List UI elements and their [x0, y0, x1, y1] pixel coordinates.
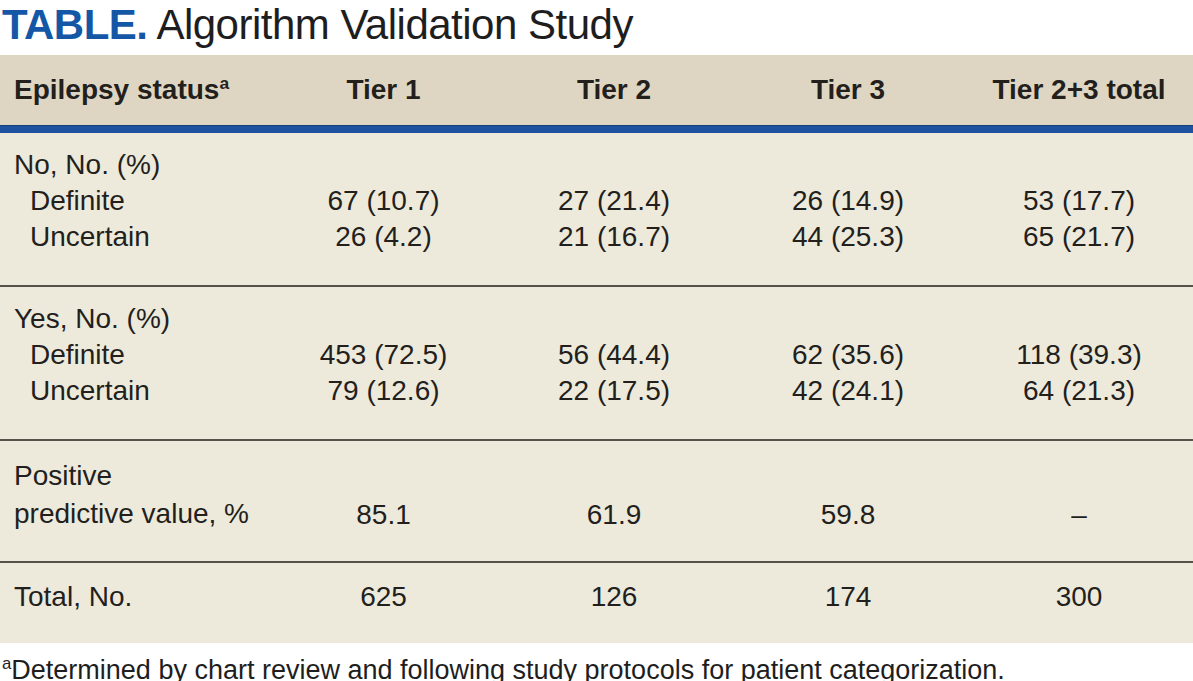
- header-tier-2-3-total: Tier 2+3 total: [965, 72, 1193, 108]
- value-cell: 27 (21.4): [497, 183, 731, 219]
- value-cell: 126: [497, 579, 731, 615]
- table-row: Definite 453 (72.5) 56 (44.4) 62 (35.6) …: [0, 337, 1193, 373]
- table-footnote: aDetermined by chart review and followin…: [0, 643, 1193, 681]
- footnote-marker: a: [2, 654, 11, 673]
- value-cell: 61.9: [497, 497, 731, 533]
- table-body: No, No. (%) Definite 67 (10.7) 27 (21.4)…: [0, 133, 1193, 643]
- table-header-row: Epilepsy statusa Tier 1 Tier 2 Tier 3 Ti…: [0, 55, 1193, 125]
- value-cell: 42 (24.1): [731, 373, 965, 409]
- header-tier-3: Tier 3: [731, 72, 965, 108]
- section-ppv: Positive predictive value, % 85.1 61.9 5…: [0, 441, 1193, 561]
- validation-table: Epilepsy statusa Tier 1 Tier 2 Tier 3 Ti…: [0, 55, 1193, 643]
- value-cell: 625: [270, 579, 497, 615]
- value-cell: –: [965, 497, 1193, 533]
- value-cell: 21 (16.7): [497, 219, 731, 255]
- value-cell: 79 (12.6): [270, 373, 497, 409]
- table-row: No, No. (%): [0, 147, 1193, 183]
- table-title: TABLE. Algorithm Validation Study: [0, 0, 1193, 55]
- row-label-total: Total, No.: [0, 579, 270, 615]
- table-row: Uncertain 79 (12.6) 22 (17.5) 42 (24.1) …: [0, 373, 1193, 409]
- value-cell: 26 (4.2): [270, 219, 497, 255]
- table-row: Definite 67 (10.7) 27 (21.4) 26 (14.9) 5…: [0, 183, 1193, 219]
- page: TABLE. Algorithm Validation Study Epilep…: [0, 0, 1193, 681]
- table-row: Total, No. 625 126 174 300: [0, 579, 1193, 615]
- value-cell: 118 (39.3): [965, 337, 1193, 373]
- table-row: Uncertain 26 (4.2) 21 (16.7) 44 (25.3) 6…: [0, 219, 1193, 255]
- header-tier-1: Tier 1: [270, 72, 497, 108]
- value-cell: 64 (21.3): [965, 373, 1193, 409]
- value-cell: 174: [731, 579, 965, 615]
- row-label-no: No, No. (%): [0, 147, 270, 183]
- value-cell: 85.1: [270, 497, 497, 533]
- value-cell: 300: [965, 579, 1193, 615]
- row-label-no-uncertain: Uncertain: [0, 219, 270, 255]
- section-no: No, No. (%) Definite 67 (10.7) 27 (21.4)…: [0, 133, 1193, 285]
- ppv-label-line2: predictive value, %: [14, 495, 270, 533]
- header-tier-2: Tier 2: [497, 72, 731, 108]
- value-cell: 53 (17.7): [965, 183, 1193, 219]
- value-cell: 59.8: [731, 497, 965, 533]
- header-footnote-marker: a: [219, 73, 229, 93]
- table-title-label: TABLE.: [2, 1, 148, 48]
- value-cell: 44 (25.3): [731, 219, 965, 255]
- table-row: Positive predictive value, % 85.1 61.9 5…: [0, 457, 1193, 533]
- value-cell: 22 (17.5): [497, 373, 731, 409]
- section-yes: Yes, No. (%) Definite 453 (72.5) 56 (44.…: [0, 287, 1193, 439]
- row-label-yes-definite: Definite: [0, 337, 270, 373]
- table-row: Yes, No. (%): [0, 301, 1193, 337]
- header-rule: [0, 125, 1193, 133]
- section-total: Total, No. 625 126 174 300: [0, 563, 1193, 643]
- header-epilepsy-status: Epilepsy statusa: [0, 72, 270, 108]
- row-label-no-definite: Definite: [0, 183, 270, 219]
- row-label-yes-uncertain: Uncertain: [0, 373, 270, 409]
- value-cell: 62 (35.6): [731, 337, 965, 373]
- ppv-label-line1: Positive: [14, 457, 270, 495]
- value-cell: 453 (72.5): [270, 337, 497, 373]
- value-cell: 65 (21.7): [965, 219, 1193, 255]
- table-title-text: Algorithm Validation Study: [148, 1, 633, 48]
- value-cell: 67 (10.7): [270, 183, 497, 219]
- header-epilepsy-status-text: Epilepsy status: [14, 74, 219, 105]
- row-label-yes: Yes, No. (%): [0, 301, 270, 337]
- footnote-text: Determined by chart review and following…: [11, 655, 1005, 681]
- value-cell: 26 (14.9): [731, 183, 965, 219]
- value-cell: 56 (44.4): [497, 337, 731, 373]
- row-label-ppv: Positive predictive value, %: [0, 457, 270, 533]
